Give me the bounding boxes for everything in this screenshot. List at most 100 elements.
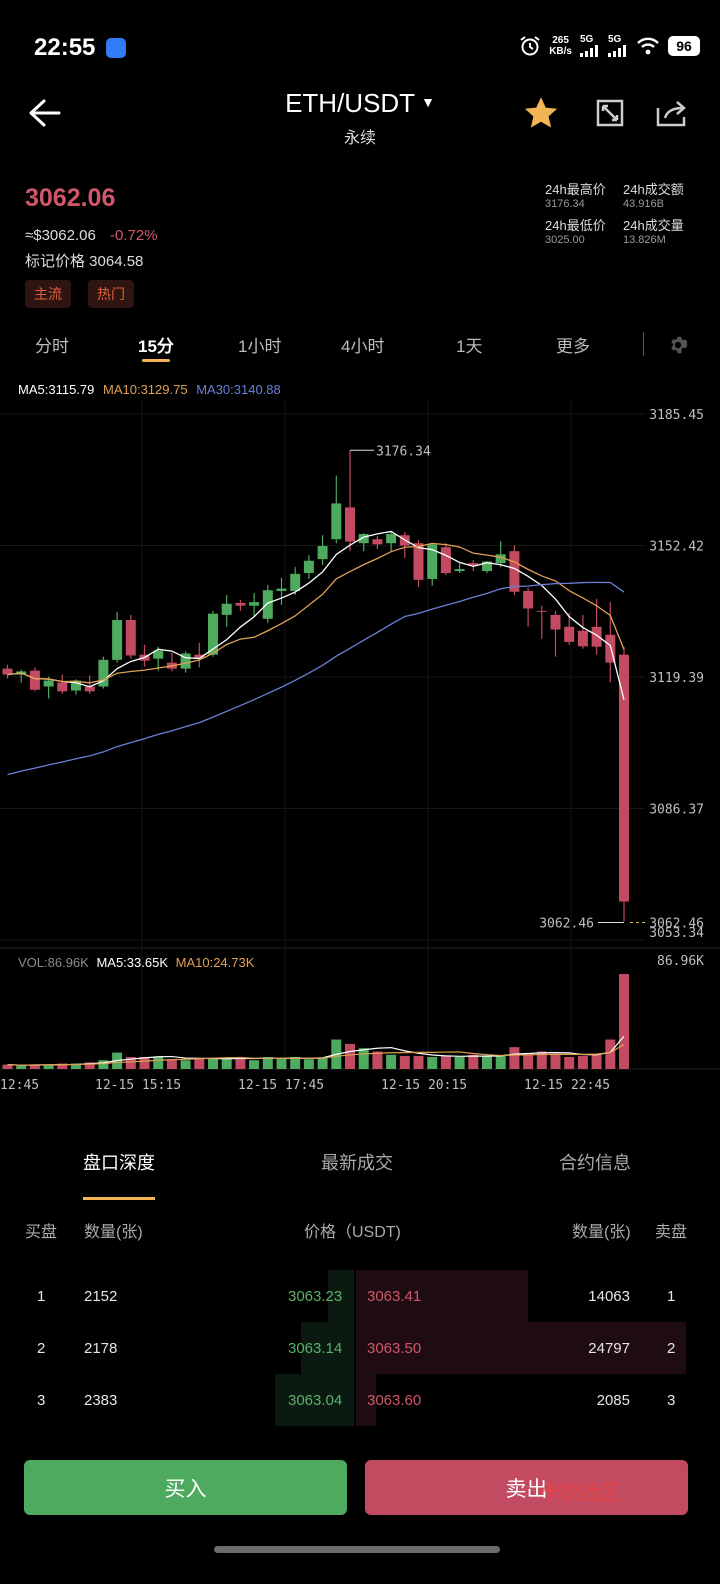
tab-1d[interactable]: 1天	[456, 337, 483, 356]
volume-bar	[605, 1039, 616, 1069]
volume-bar	[577, 1055, 588, 1069]
status-icons: 265 KB/s 5G 5G 96	[519, 34, 700, 57]
y-tick-label: 3119.39	[649, 671, 704, 686]
candle-body	[577, 630, 588, 647]
tab-1h[interactable]: 1小时	[238, 337, 282, 356]
bid-price[interactable]: 3063.14	[288, 1340, 343, 1357]
tab-timeshare[interactable]: 分时	[35, 337, 69, 356]
tab-latest-trades[interactable]: 最新成交	[321, 1153, 393, 1173]
ask-price[interactable]: 3063.50	[367, 1340, 422, 1357]
candle-body	[550, 614, 561, 630]
candle-body	[112, 620, 123, 660]
candle-body	[57, 682, 68, 692]
volume-bar	[591, 1054, 602, 1069]
x-tick-label: 12-15 17:45	[238, 1078, 324, 1093]
alarm-icon	[520, 35, 540, 55]
active-tab-underline	[142, 359, 170, 362]
star-icon[interactable]	[522, 94, 560, 132]
tab-4h[interactable]: 4小时	[341, 337, 385, 356]
last-low-label: 3062.46	[539, 916, 594, 931]
volume-bar	[564, 1056, 575, 1069]
candle-body	[386, 534, 397, 544]
volume-bar	[536, 1051, 547, 1069]
candle-body	[276, 588, 287, 591]
sell-button[interactable]: 卖出	[365, 1460, 688, 1515]
tag-mainstream[interactable]: 主流	[25, 280, 71, 308]
tab-contract-info[interactable]: 合约信息	[559, 1153, 631, 1173]
volume-bar	[125, 1056, 136, 1069]
volume-bar	[139, 1056, 150, 1069]
ma30-line	[7, 581, 625, 776]
home-indicator[interactable]	[214, 1546, 500, 1553]
volume-bar	[276, 1058, 287, 1069]
volume-bar	[57, 1063, 68, 1069]
ask-price[interactable]: 3063.60	[367, 1392, 422, 1409]
volume-bar	[249, 1060, 260, 1069]
battery-indicator: 96	[668, 35, 700, 56]
wifi-icon	[637, 37, 659, 54]
candle-body	[564, 626, 575, 642]
bid-price[interactable]: 3063.23	[288, 1288, 343, 1305]
arrow-left-icon[interactable]	[28, 98, 62, 128]
volume-bar	[482, 1055, 492, 1069]
candle-body	[591, 626, 602, 647]
volume-bar	[153, 1056, 164, 1069]
vol-ma10: MA10:24.73K	[175, 955, 255, 970]
candle-body	[536, 610, 547, 612]
volume-bar	[29, 1064, 40, 1069]
share-icon[interactable]	[655, 98, 689, 128]
tab-15m[interactable]: 15分	[138, 337, 174, 356]
bid-price[interactable]: 3063.04	[288, 1392, 343, 1409]
candle-body	[440, 547, 451, 574]
pair-selector[interactable]: ETH/USDT ▼	[285, 88, 435, 118]
bid-qty[interactable]: 2178	[84, 1340, 118, 1357]
vol-ma10-line	[7, 1043, 625, 1066]
candle-body	[345, 507, 355, 542]
bid-index: 1	[37, 1288, 46, 1305]
head-price: 价格（USDT)	[304, 1224, 401, 1241]
volume-bar	[290, 1056, 301, 1069]
candle-body	[372, 539, 383, 545]
ask-qty[interactable]: 2085	[596, 1392, 630, 1409]
bid-qty[interactable]: 2383	[84, 1392, 118, 1409]
volume-bar	[208, 1058, 218, 1069]
tab-more[interactable]: 更多	[556, 337, 590, 356]
head-qty-left: 数量(张)	[84, 1224, 143, 1241]
candle-body	[619, 654, 629, 902]
bid-depth-bar	[275, 1374, 354, 1426]
candle-body	[523, 590, 534, 609]
candle-body	[331, 503, 342, 540]
expand-icon[interactable]	[596, 99, 624, 127]
volume-value: 13.826M	[623, 234, 666, 246]
contract-type: 永续	[343, 130, 376, 147]
candle-body	[208, 613, 218, 655]
signal-1: 5G	[580, 34, 600, 57]
candlestick-chart[interactable]: 3185.45 3152.42 3119.39 3086.37 3053.34 3176.…	[0, 400, 720, 1100]
max-price-label: 3176.34	[376, 444, 431, 459]
buy-button[interactable]: 买入	[24, 1460, 347, 1515]
bid-qty[interactable]: 2152	[84, 1288, 118, 1305]
candle-body	[43, 680, 54, 687]
candle-body	[84, 686, 95, 692]
ask-price[interactable]: 3063.41	[367, 1288, 422, 1305]
candle-body	[413, 543, 424, 580]
candle-body	[125, 620, 136, 656]
candle-body	[468, 563, 479, 566]
bid-depth-bar	[328, 1270, 354, 1322]
tag-hot[interactable]: 热门	[88, 280, 134, 308]
gear-icon[interactable]	[667, 334, 689, 356]
volume-bar	[317, 1058, 328, 1069]
volume-bar	[180, 1060, 191, 1069]
ask-qty[interactable]: 14063	[588, 1288, 630, 1305]
signal-2: 5G	[608, 34, 628, 57]
volume-bar	[303, 1059, 314, 1069]
head-sell: 卖盘	[655, 1224, 688, 1241]
ma10-value: MA10:3129.75	[103, 382, 188, 397]
tab-depth[interactable]: 盘口深度	[83, 1153, 155, 1173]
volume-bar	[71, 1063, 81, 1069]
ask-index: 2	[667, 1340, 676, 1357]
usd-approx: ≈$3062.06	[25, 227, 96, 244]
change-percent: -0.72%	[110, 227, 158, 244]
ask-qty[interactable]: 24797	[588, 1340, 630, 1357]
volume-bar	[372, 1051, 383, 1069]
